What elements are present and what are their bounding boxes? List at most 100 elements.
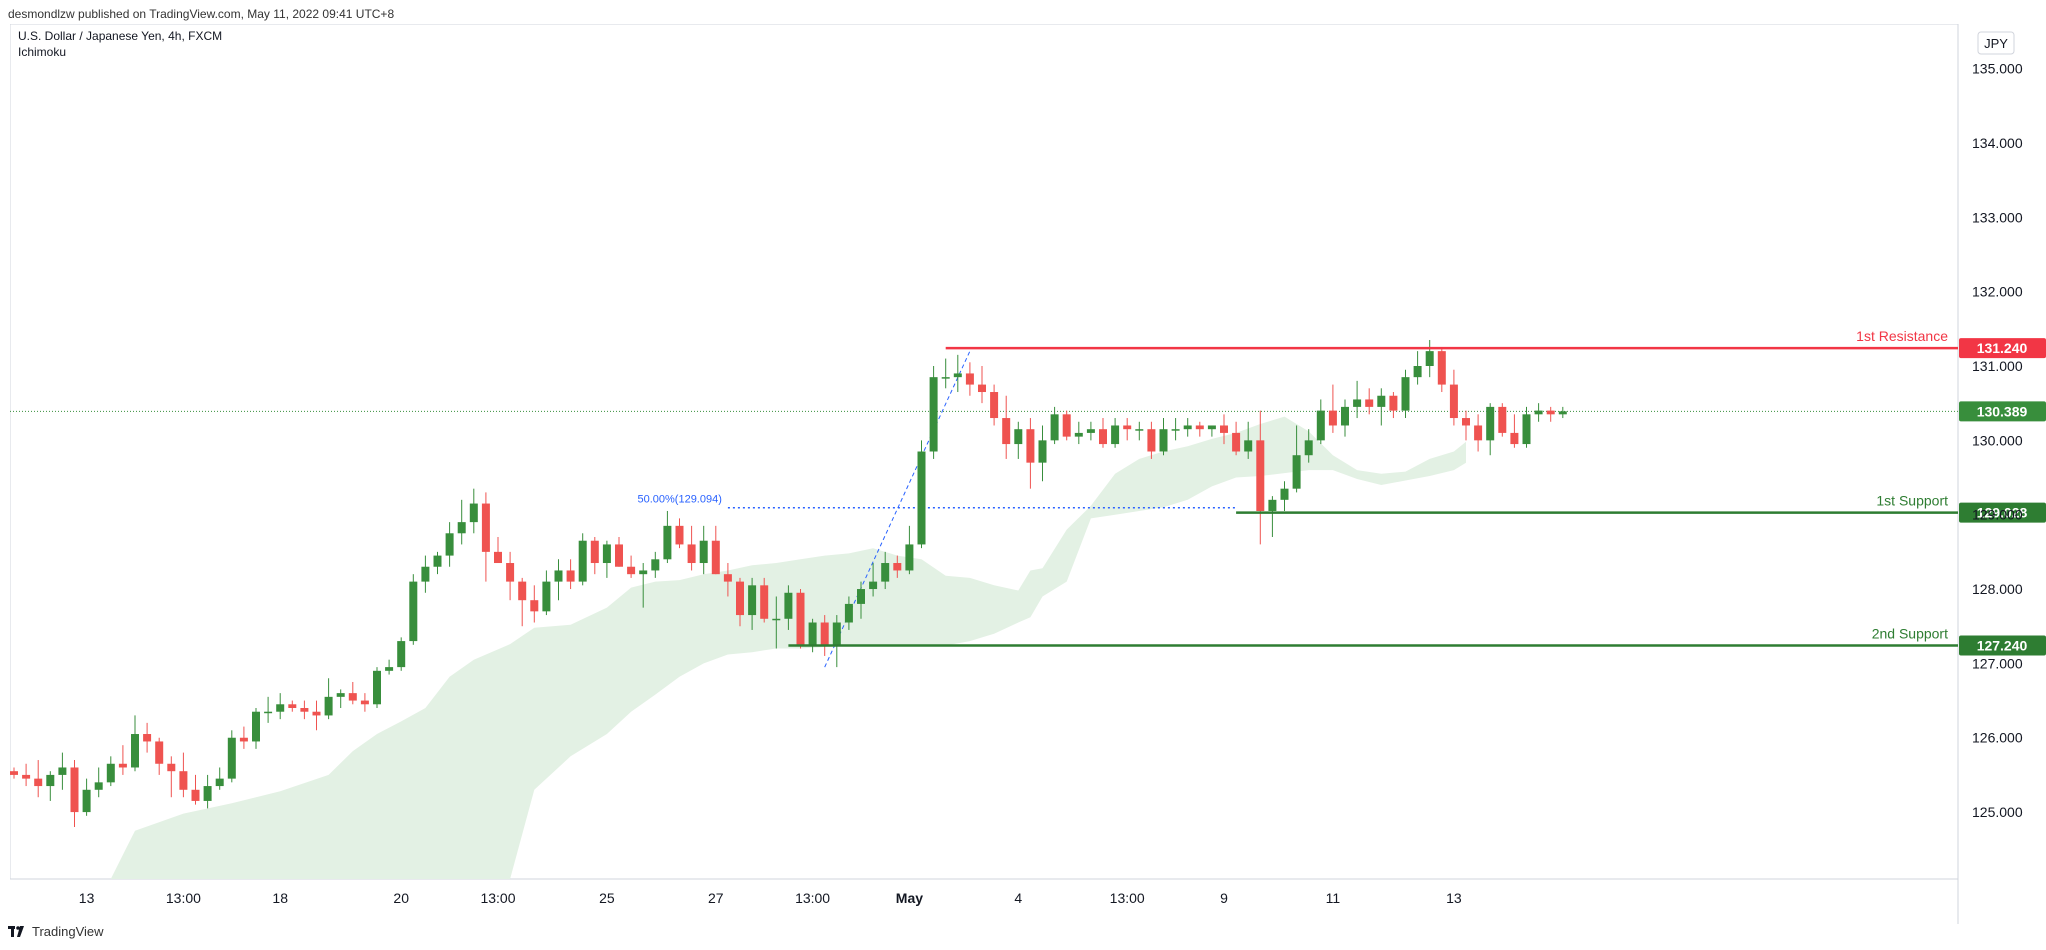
candle [1268, 496, 1277, 537]
candle-body [711, 540, 720, 575]
price-axis[interactable]: 125.000 126.000 127.000 128.000 129.000 130.0… [1959, 61, 2046, 820]
candle-body [1486, 406, 1495, 441]
candle-body [1232, 432, 1241, 452]
candle-body [1062, 414, 1071, 437]
candle-body [675, 525, 684, 545]
candle [131, 715, 139, 772]
candle-body [869, 581, 878, 590]
candle-body [953, 373, 962, 378]
candle [1171, 418, 1180, 441]
candle [1038, 425, 1047, 482]
chart-container[interactable]: 50.00%(129.094) 1st Resistance 131.240 1st… [9, 23, 2046, 924]
candle [1498, 403, 1507, 437]
candle-body [300, 708, 309, 712]
candle [167, 756, 176, 798]
candle-body [1183, 425, 1192, 430]
candle [869, 563, 878, 597]
candle-body [276, 704, 285, 712]
candle-body [796, 592, 805, 645]
price-tick-label: 131.000 [1972, 358, 2023, 374]
cloud-area [110, 416, 1466, 879]
candle [965, 362, 974, 396]
candle-body [506, 563, 515, 582]
candle [748, 577, 757, 630]
candle-body [530, 600, 539, 612]
time-axis[interactable]: 13 13:00 18 20 13:00 25 27 13:00 May 4 13:00 9 11 13 [79, 890, 1462, 906]
candle [590, 537, 599, 575]
candle-body [191, 789, 200, 801]
candle-body [252, 711, 260, 742]
candle-body [723, 574, 732, 582]
candle [554, 559, 563, 601]
candle [1183, 418, 1192, 437]
price-tick-label: 126.000 [1972, 730, 2023, 746]
candle-body [627, 566, 636, 575]
candle-body [155, 741, 164, 764]
candle [22, 763, 31, 787]
candle-body [905, 544, 914, 571]
candle-body [494, 551, 502, 564]
candle-body [590, 540, 599, 564]
time-tick-label: 4 [1014, 890, 1022, 906]
candle [1437, 347, 1446, 393]
candle-body [1365, 399, 1374, 407]
support-price-value: 127.240 [1977, 638, 2028, 654]
candle-body [1135, 429, 1144, 431]
candle-body [929, 377, 938, 452]
price-tick-label: 134.000 [1972, 135, 2023, 151]
candle [1377, 388, 1386, 426]
time-tick-label: May [896, 890, 923, 906]
candle [1062, 410, 1071, 441]
candle-body [881, 563, 890, 582]
candle [699, 525, 708, 575]
candle [469, 488, 478, 534]
candle-body [760, 585, 769, 619]
support-level[interactable]: 2nd Support 127.240 [788, 626, 2046, 656]
candle [1159, 418, 1168, 456]
candle-body [1159, 429, 1168, 452]
candle [1099, 418, 1107, 448]
candle-body [1522, 414, 1531, 445]
currency-button[interactable]: JPY [1977, 31, 2015, 55]
time-tick-label: 13:00 [1110, 890, 1145, 906]
candle [639, 563, 648, 608]
candle-body [663, 525, 672, 560]
support-resistance-levels[interactable]: 1st Resistance 131.240 1st Support 129.028 2… [788, 328, 2046, 656]
candle-body [360, 700, 369, 705]
candle [397, 637, 406, 671]
candle-body [1413, 366, 1422, 378]
candle-body [1401, 377, 1410, 411]
candle [1086, 421, 1095, 441]
price-tick-label: 132.000 [1972, 284, 2023, 300]
candle [857, 581, 865, 619]
candle-body [1207, 425, 1216, 430]
candle [978, 366, 986, 404]
candle [143, 722, 152, 753]
candle [1486, 403, 1495, 456]
last-price-tag [1959, 401, 2046, 422]
candle [1135, 421, 1144, 441]
candle [518, 577, 527, 627]
candle-body [1377, 395, 1386, 407]
candle [1425, 339, 1434, 378]
candle-body [1086, 429, 1095, 433]
candle [118, 745, 127, 775]
price-tick-label: 133.000 [1972, 209, 2023, 225]
footer-brand[interactable]: TradingView [8, 924, 104, 939]
resistance-level[interactable]: 1st Resistance 131.240 [945, 328, 2046, 359]
candle [1462, 410, 1470, 441]
candle [1195, 421, 1204, 437]
candle [723, 563, 732, 597]
candle [736, 577, 744, 627]
candle-body [70, 767, 79, 813]
candle-body [832, 622, 841, 645]
candle [300, 700, 309, 720]
price-tick-label: 128.000 [1972, 581, 2023, 597]
support-level[interactable]: 1st Support 129.028 [1236, 493, 2046, 523]
candlestick-chart[interactable]: 50.00%(129.094) 1st Resistance131.2401st… [9, 23, 2046, 924]
last-price-value: 130.389 [1977, 403, 2028, 419]
candle [1256, 410, 1265, 545]
candle-body [1099, 429, 1107, 445]
price-tick-label: 127.000 [1972, 655, 2023, 671]
candle-body [1195, 425, 1204, 430]
